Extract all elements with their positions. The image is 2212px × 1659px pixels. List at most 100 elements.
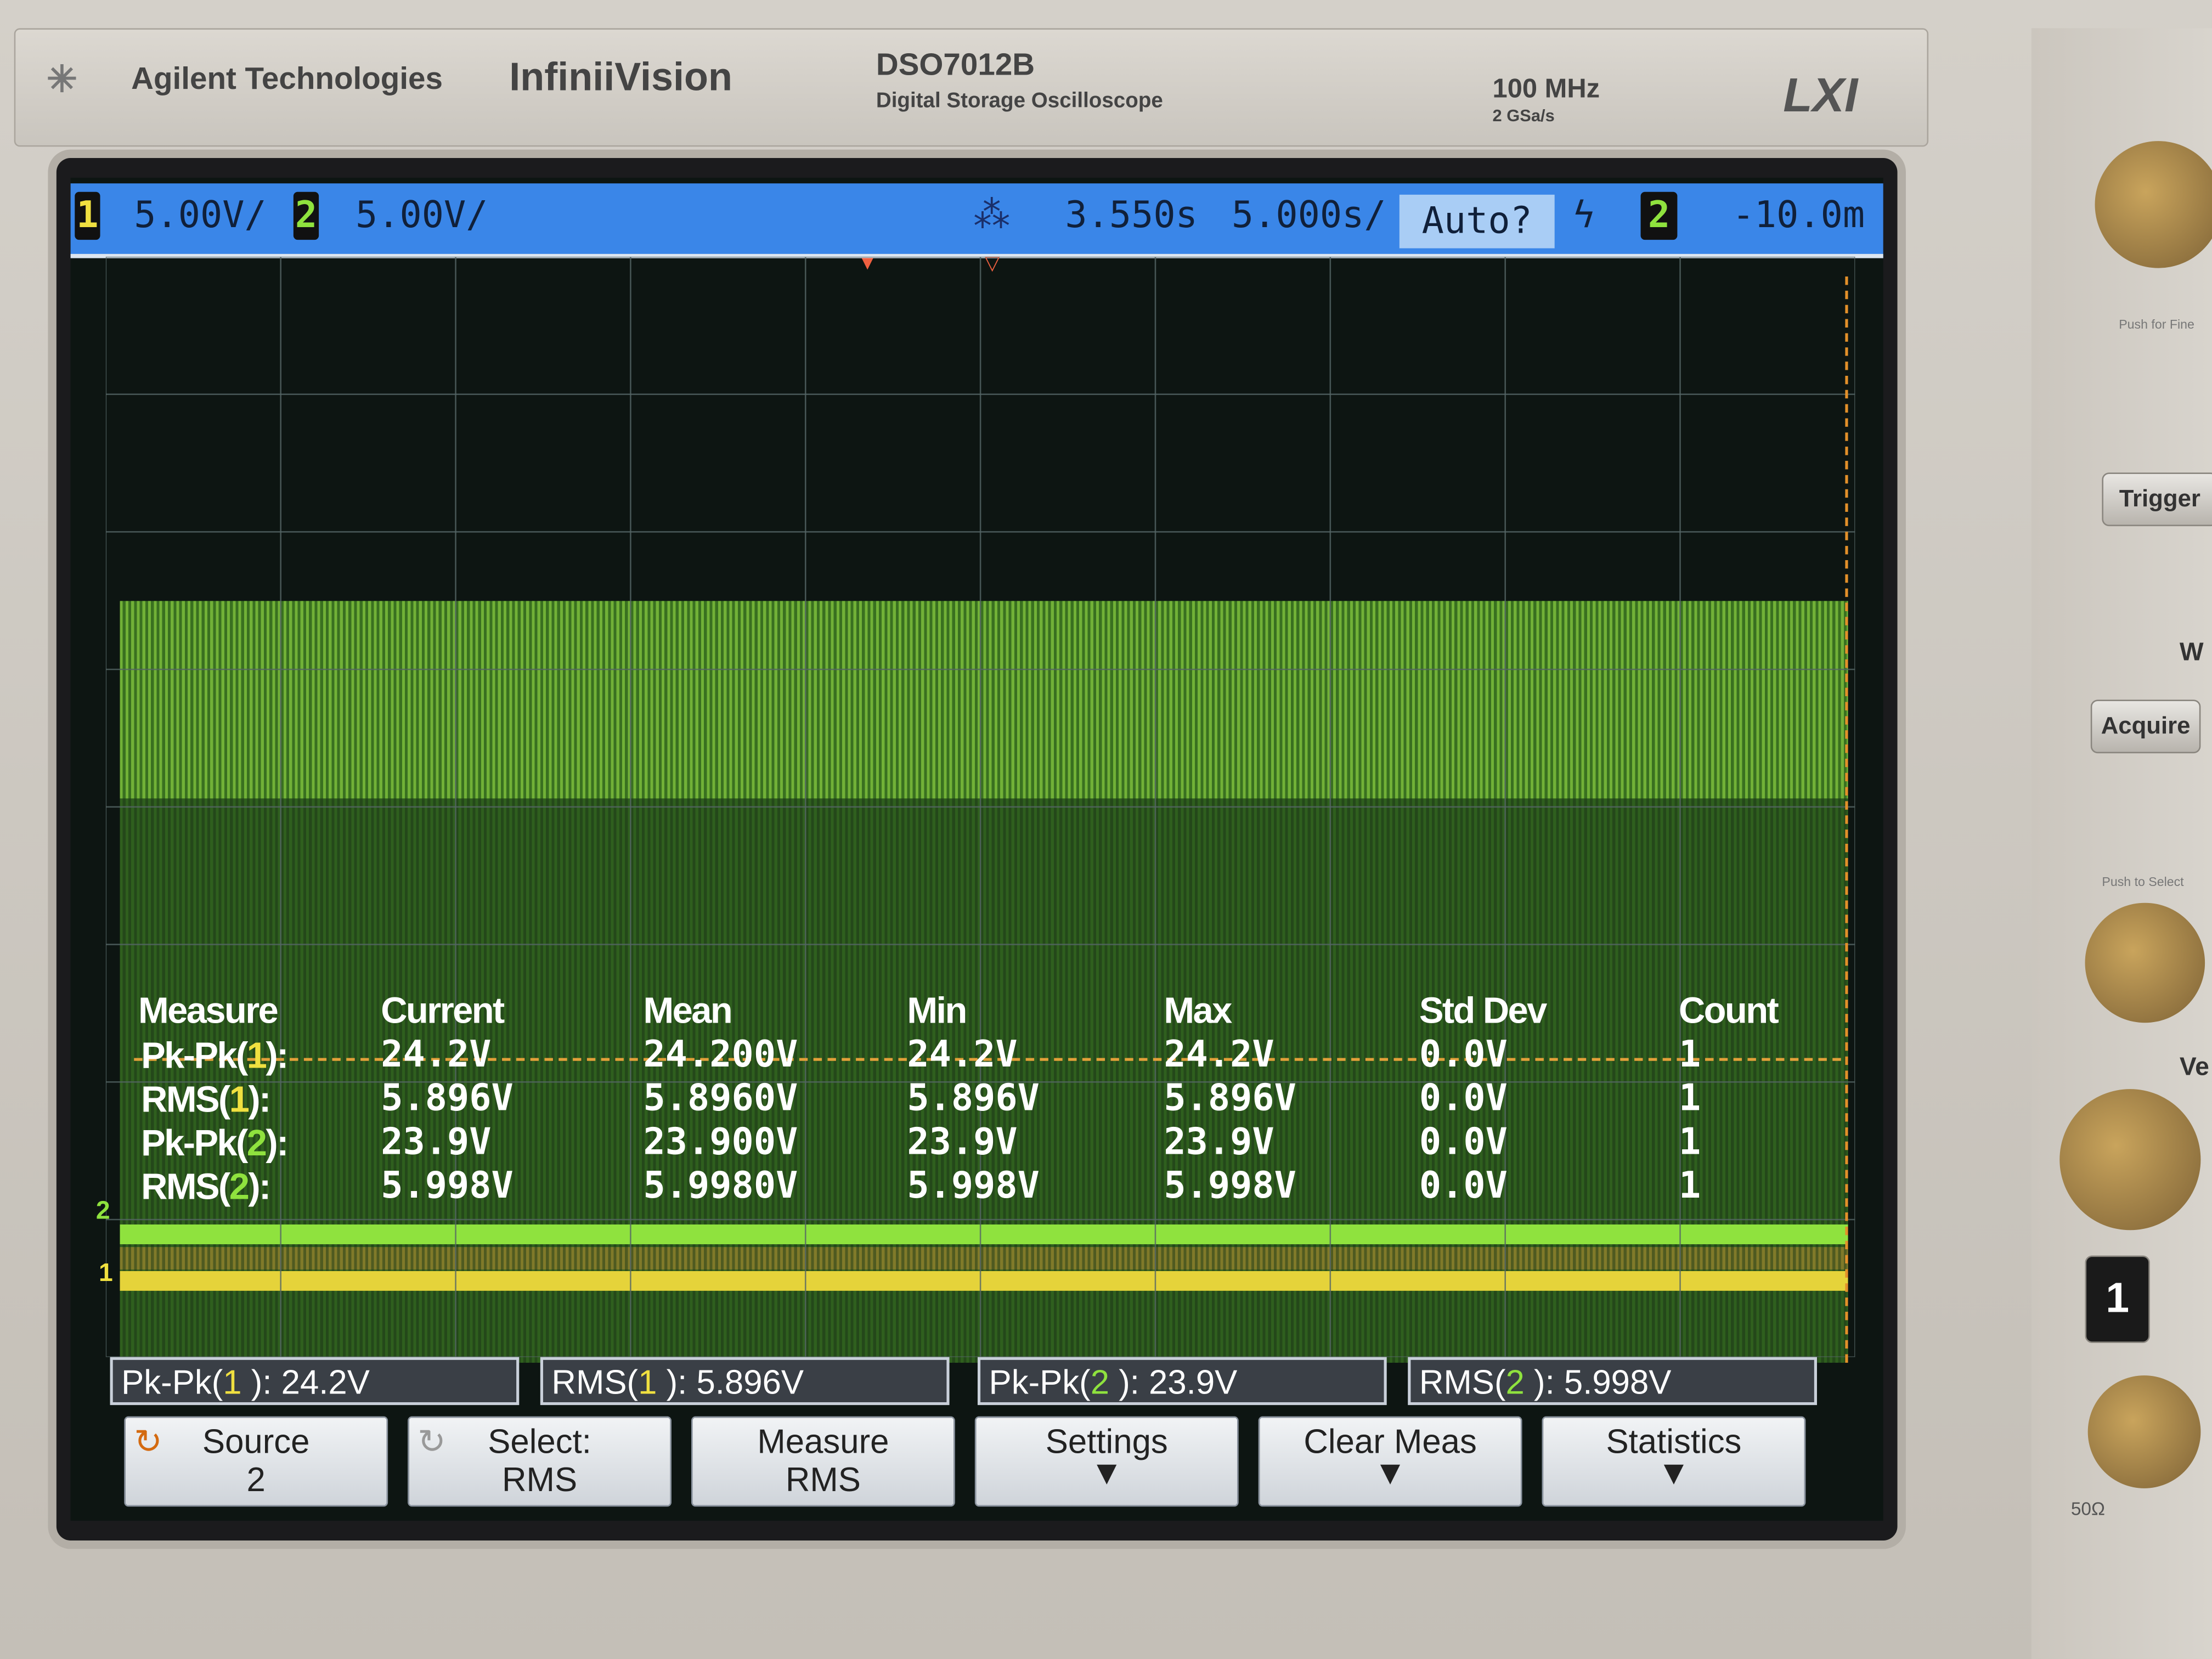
- header-min: Min: [907, 989, 967, 1031]
- cell-std: 0.0V: [1419, 1165, 1508, 1208]
- cell-std: 0.0V: [1419, 1034, 1508, 1076]
- delay-marker-icon: ▼: [857, 251, 878, 274]
- measurement-threshold-line: [134, 1058, 1841, 1061]
- ch2-waveform-band: [120, 601, 1848, 799]
- cell-min: 23.9V: [907, 1121, 1018, 1164]
- submenu-arrow-icon: ▼: [1657, 1454, 1691, 1493]
- time-delay[interactable]: 3.550s: [1065, 194, 1198, 237]
- ch2-trace: [120, 1224, 1848, 1244]
- channel-number: 2: [229, 1165, 250, 1208]
- cell-min: 5.896V: [907, 1077, 1040, 1120]
- model-name: DSO7012B: [876, 46, 1035, 82]
- ch1-trace: [120, 1271, 1848, 1291]
- agilent-spark-icon: ✳: [46, 58, 77, 100]
- measure-name: Pk-Pk(2):: [141, 1121, 289, 1164]
- cell-max: 23.9V: [1164, 1121, 1274, 1164]
- ch2-ground-marker[interactable]: 2: [95, 1196, 110, 1224]
- header-count: Count: [1678, 989, 1779, 1031]
- measurement-readout[interactable]: RMS(1 ): 5.896V: [540, 1357, 950, 1406]
- softkey-measure[interactable]: Measure RMS: [691, 1416, 955, 1507]
- measure-name: RMS(2):: [141, 1165, 271, 1208]
- header-max: Max: [1164, 989, 1232, 1031]
- entry-knob[interactable]: [2085, 902, 2205, 1023]
- ch1-button[interactable]: 1: [2085, 1255, 2150, 1343]
- ch1-badge[interactable]: 1: [75, 191, 100, 240]
- softkey-clear-meas[interactable]: Clear Meas ▼: [1258, 1416, 1522, 1507]
- cell-count: 1: [1678, 1077, 1701, 1120]
- acquire-button[interactable]: Acquire: [2090, 699, 2201, 754]
- push-fine-label: Push for Fine: [2119, 317, 2194, 332]
- ch1-ground-marker[interactable]: 1: [98, 1258, 113, 1287]
- header-mean: Mean: [643, 989, 733, 1031]
- table-row: RMS(1): 5.896V 5.8960V 5.896V 5.896V 0.0V 1: [138, 1078, 1831, 1122]
- table-row: Pk-Pk(1): 24.2V 24.200V 24.2V 24.2V 0.0V 1: [138, 1034, 1831, 1078]
- trigger-level[interactable]: -10.0m: [1732, 194, 1865, 237]
- graticule: [105, 256, 1855, 1357]
- cell-mean: 23.900V: [643, 1121, 798, 1164]
- ch2-scale[interactable]: 5.00V/: [355, 194, 488, 237]
- softkey-source[interactable]: ↻ Source 2: [124, 1416, 388, 1507]
- brand-strip: ✳ Agilent Technologies InfiniiVision DSO…: [14, 28, 1929, 147]
- cell-current: 23.9V: [381, 1121, 492, 1164]
- display: 1 5.00V/ 2 5.00V/ ⁂ 3.550s 5.000s/ Auto?…: [70, 177, 1883, 1521]
- ch1-scale[interactable]: 5.00V/: [134, 194, 267, 237]
- trigger-button[interactable]: Trigger: [2102, 472, 2212, 527]
- channel-number: 1: [229, 1077, 250, 1120]
- cell-std: 0.0V: [1419, 1077, 1508, 1120]
- header-measure: Measure: [138, 989, 279, 1031]
- sample-rate: 2 GSa/s: [1492, 105, 1555, 126]
- measure-name: RMS(1):: [141, 1077, 271, 1120]
- header-std-dev: Std Dev: [1419, 989, 1548, 1031]
- series-name: InfiniiVision: [509, 55, 732, 99]
- trigger-position-icon: ⁂: [973, 194, 1011, 237]
- cell-current: 24.2V: [381, 1034, 492, 1076]
- bandwidth: 100 MHz: [1492, 75, 1600, 105]
- trigger-marker-icon: ▽: [984, 251, 1000, 274]
- w-label: W: [2179, 637, 2204, 666]
- channel-number: 1: [246, 1034, 267, 1076]
- measurement-readout[interactable]: Pk-Pk(2 ): 23.9V: [977, 1357, 1387, 1406]
- measure-name: Pk-Pk(1):: [141, 1034, 289, 1076]
- measurement-readout[interactable]: RMS(2 ): 5.998V: [1408, 1357, 1817, 1406]
- header-current: Current: [381, 989, 505, 1031]
- front-panel-controls: Push for Fine Trigger W Acquire Push to …: [2031, 28, 2212, 1659]
- cell-max: 5.998V: [1164, 1165, 1296, 1208]
- cell-max: 5.896V: [1164, 1077, 1296, 1120]
- softkey-settings[interactable]: Settings ▼: [974, 1416, 1239, 1507]
- trigger-source[interactable]: 2: [1640, 191, 1678, 240]
- horizontal-knob[interactable]: [2095, 141, 2212, 268]
- status-bar: 1 5.00V/ 2 5.00V/ ⁂ 3.550s 5.000s/ Auto?…: [70, 183, 1883, 258]
- table-row: Pk-Pk(2): 23.9V 23.900V 23.9V 23.9V 0.0V 1: [138, 1121, 1831, 1165]
- softkey-select[interactable]: ↻ Select: RMS: [408, 1416, 672, 1507]
- cell-current: 5.998V: [381, 1165, 514, 1208]
- ch1-vertical-knob[interactable]: [2059, 1089, 2201, 1231]
- ch1-position-knob[interactable]: [2087, 1375, 2201, 1488]
- softkey-statistics[interactable]: Statistics ▼: [1542, 1416, 1806, 1507]
- measurement-readout[interactable]: Pk-Pk(1 ): 24.2V: [110, 1357, 520, 1406]
- cell-mean: 5.8960V: [643, 1077, 798, 1120]
- cell-count: 1: [1678, 1121, 1701, 1164]
- push-select-label: Push to Select: [2102, 874, 2184, 889]
- company-name: Agilent Technologies: [131, 60, 443, 96]
- channel-number: 2: [246, 1121, 267, 1164]
- rotate-entry-icon: ↻: [417, 1423, 446, 1462]
- trigger-edge-icon: ϟ: [1573, 194, 1595, 237]
- trigger-mode[interactable]: Auto?: [1399, 194, 1555, 249]
- model-description: Digital Storage Oscilloscope: [876, 88, 1163, 113]
- lxi-logo: LXI: [1783, 69, 1858, 123]
- cell-current: 5.896V: [381, 1077, 514, 1120]
- ch1-waveform-noise: [120, 1247, 1848, 1270]
- rotate-entry-icon: ↻: [134, 1423, 162, 1462]
- impedance-label: 50Ω: [2070, 1498, 2106, 1520]
- cell-mean: 5.9980V: [643, 1165, 798, 1208]
- cell-mean: 24.200V: [643, 1034, 798, 1076]
- cell-std: 0.0V: [1419, 1121, 1508, 1164]
- time-scale[interactable]: 5.000s/: [1231, 194, 1386, 237]
- cell-min: 24.2V: [907, 1034, 1018, 1076]
- ch2-badge[interactable]: 2: [293, 191, 319, 240]
- table-row: RMS(2): 5.998V 5.9980V 5.998V 5.998V 0.0V 1: [138, 1165, 1831, 1209]
- cell-count: 1: [1678, 1034, 1701, 1076]
- cell-min: 5.998V: [907, 1165, 1040, 1208]
- table-header: Measure Current Mean Min Max Std Dev Cou…: [138, 989, 1831, 1033]
